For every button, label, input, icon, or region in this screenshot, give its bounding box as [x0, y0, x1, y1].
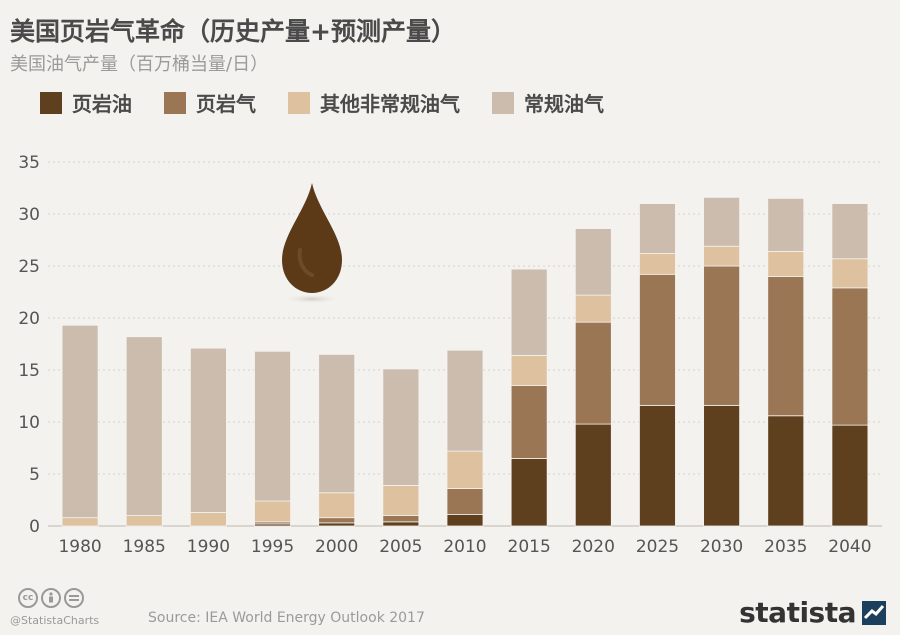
y-tick-label: 25 — [18, 257, 40, 277]
bar-segment — [254, 350, 291, 502]
bar-segment — [574, 423, 612, 527]
x-tick-label: 2030 — [700, 537, 743, 557]
legend-swatch — [164, 91, 186, 114]
nd-icon[interactable] — [64, 588, 84, 608]
bar-segment — [61, 517, 99, 527]
bar-segment — [767, 275, 805, 417]
legend-item-shale-gas: 页岩气 — [164, 88, 256, 117]
bar-segment — [382, 521, 420, 527]
legend-swatch — [288, 91, 310, 114]
legend-swatch — [40, 91, 62, 114]
chart-subtitle: 美国油气产量（百万桶当量/日） — [10, 54, 269, 75]
bar-segment — [125, 515, 163, 527]
x-tick-label: 1995 — [251, 537, 294, 557]
footer: cc @StatistaCharts Source: IEA World Ene… — [10, 588, 890, 629]
y-tick-label: 35 — [18, 153, 40, 173]
bar-segment — [574, 294, 612, 323]
bar-segment — [831, 287, 869, 426]
x-tick-label: 2000 — [315, 537, 358, 557]
x-tick-label: 2005 — [379, 537, 422, 557]
bar-segment — [767, 198, 805, 252]
by-icon[interactable] — [41, 588, 61, 608]
legend-item-conventional: 常规油气 — [492, 88, 604, 117]
bar-segment — [703, 245, 741, 267]
x-tick-label: 2015 — [508, 537, 551, 557]
bar-segment — [639, 253, 676, 275]
x-axis: 1980 1985 1990 1995 2000 2005 2010 2015 2020 2025… — [58, 537, 871, 557]
x-tick-label: 1980 — [58, 537, 101, 557]
x-tick-label: 1985 — [123, 537, 166, 557]
bar-segment — [189, 512, 227, 527]
twitter-handle[interactable]: @StatistaCharts — [10, 614, 100, 627]
bar-segment — [446, 349, 484, 452]
chart-title: 美国页岩气革命（历史产量+预测产量） — [10, 17, 456, 46]
brand-name: statista — [739, 596, 856, 629]
license-icons: cc — [18, 588, 84, 608]
bar-segment — [446, 514, 484, 527]
x-tick-label: 2020 — [572, 537, 615, 557]
bar-segment — [639, 203, 676, 254]
legend: 页岩油 页岩气 其他非常规油气 常规油气 — [40, 88, 636, 117]
bar-segment — [510, 457, 548, 527]
x-tick-label: 2040 — [828, 537, 871, 557]
bar-segment — [703, 196, 741, 247]
bar-segment — [574, 228, 612, 296]
y-tick-label: 10 — [18, 413, 40, 433]
bar-segment — [318, 522, 356, 527]
bar-segment — [510, 268, 548, 356]
bar-segment — [189, 347, 227, 513]
y-tick-label: 0 — [29, 517, 40, 537]
legend-item-shale-oil: 页岩油 — [40, 88, 132, 117]
bar-segment — [831, 258, 869, 289]
bar-segment — [510, 355, 548, 387]
bar-segment — [831, 424, 869, 527]
bar-segment — [318, 517, 356, 524]
bar-segment — [703, 404, 741, 527]
bar-segment — [254, 500, 291, 523]
bar-segment — [446, 450, 484, 489]
cc-icon[interactable]: cc — [18, 588, 38, 608]
x-tick-label: 2025 — [636, 537, 679, 557]
bar-segment — [382, 515, 420, 523]
statista-logo-icon — [862, 600, 886, 625]
bar-segment — [318, 492, 356, 519]
y-tick-label: 20 — [18, 309, 40, 329]
bar-segment — [510, 385, 548, 459]
bar-segment — [767, 251, 805, 277]
bar-segment — [61, 324, 99, 519]
oil-drop-icon — [282, 183, 342, 304]
bar-segment — [574, 321, 612, 425]
bars — [61, 196, 869, 527]
bar-segment — [831, 203, 869, 260]
y-tick-label: 5 — [29, 465, 40, 485]
x-tick-label: 2010 — [443, 537, 486, 557]
x-tick-label: 1990 — [187, 537, 230, 557]
bar-segment — [446, 488, 484, 515]
legend-label: 常规油气 — [524, 92, 604, 116]
bar-segment — [767, 415, 805, 527]
bar-segment — [382, 368, 420, 486]
y-tick-label: 30 — [18, 205, 40, 225]
bar-segment — [125, 336, 163, 517]
x-tick-label: 2035 — [764, 537, 807, 557]
legend-label: 页岩气 — [196, 92, 256, 116]
y-axis: 0 5 10 15 20 25 30 35 — [18, 153, 40, 537]
brand[interactable]: statista — [739, 596, 886, 629]
bar-segment — [318, 353, 356, 494]
bar-segment — [639, 273, 676, 406]
bar-segment — [639, 404, 676, 527]
y-tick-label: 15 — [18, 361, 40, 381]
legend-label: 页岩油 — [72, 92, 132, 116]
bar-segment — [382, 485, 420, 517]
legend-item-other-unconventional: 其他非常规油气 — [288, 88, 460, 117]
legend-swatch — [492, 91, 514, 114]
legend-label: 其他非常规油气 — [320, 92, 460, 116]
source-note: Source: IEA World Energy Outlook 2017 — [148, 610, 425, 626]
bar-segment — [703, 265, 741, 406]
